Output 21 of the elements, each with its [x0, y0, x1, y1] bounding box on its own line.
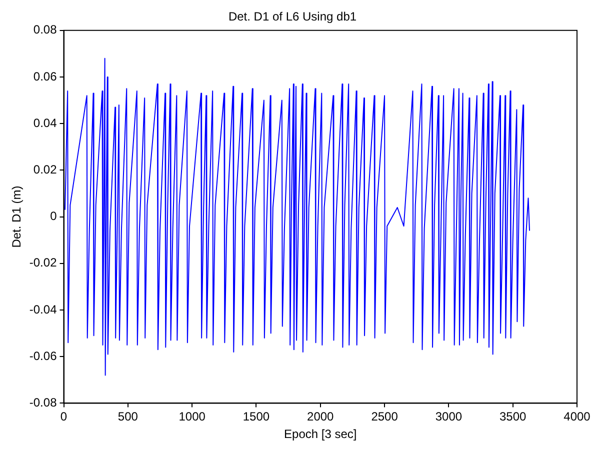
x-tick-label: 4000	[564, 410, 591, 424]
y-tick-label: -0.04	[29, 302, 58, 316]
x-tick-label: 500	[118, 410, 138, 424]
y-tick-label: 0.02	[33, 162, 58, 177]
y-tick-label: -0.06	[29, 348, 58, 363]
y-tick-label: -0.08	[29, 396, 58, 410]
x-axis-title: Epoch [3 sec]	[284, 427, 357, 442]
y-tick-label: 0	[50, 209, 58, 224]
y-tick-label: 0.06	[33, 69, 58, 84]
y-tick-label: 0.08	[33, 22, 58, 37]
y-axis-title: Det. D1 (m)	[10, 186, 24, 248]
x-tick-label: 1000	[178, 410, 206, 424]
x-tick-label: 3500	[499, 410, 527, 424]
x-tick-label: 2000	[307, 410, 334, 424]
x-tick-label: 1500	[242, 410, 270, 424]
x-tick-label: 0	[60, 410, 68, 424]
y-tick-label: -0.02	[29, 256, 58, 270]
x-tick-label: 2500	[371, 410, 398, 424]
x-tick-label: 3000	[435, 410, 462, 424]
y-tick-label: 0.04	[33, 116, 58, 130]
chart-title: Det. D1 of L6 Using db1	[228, 10, 357, 24]
